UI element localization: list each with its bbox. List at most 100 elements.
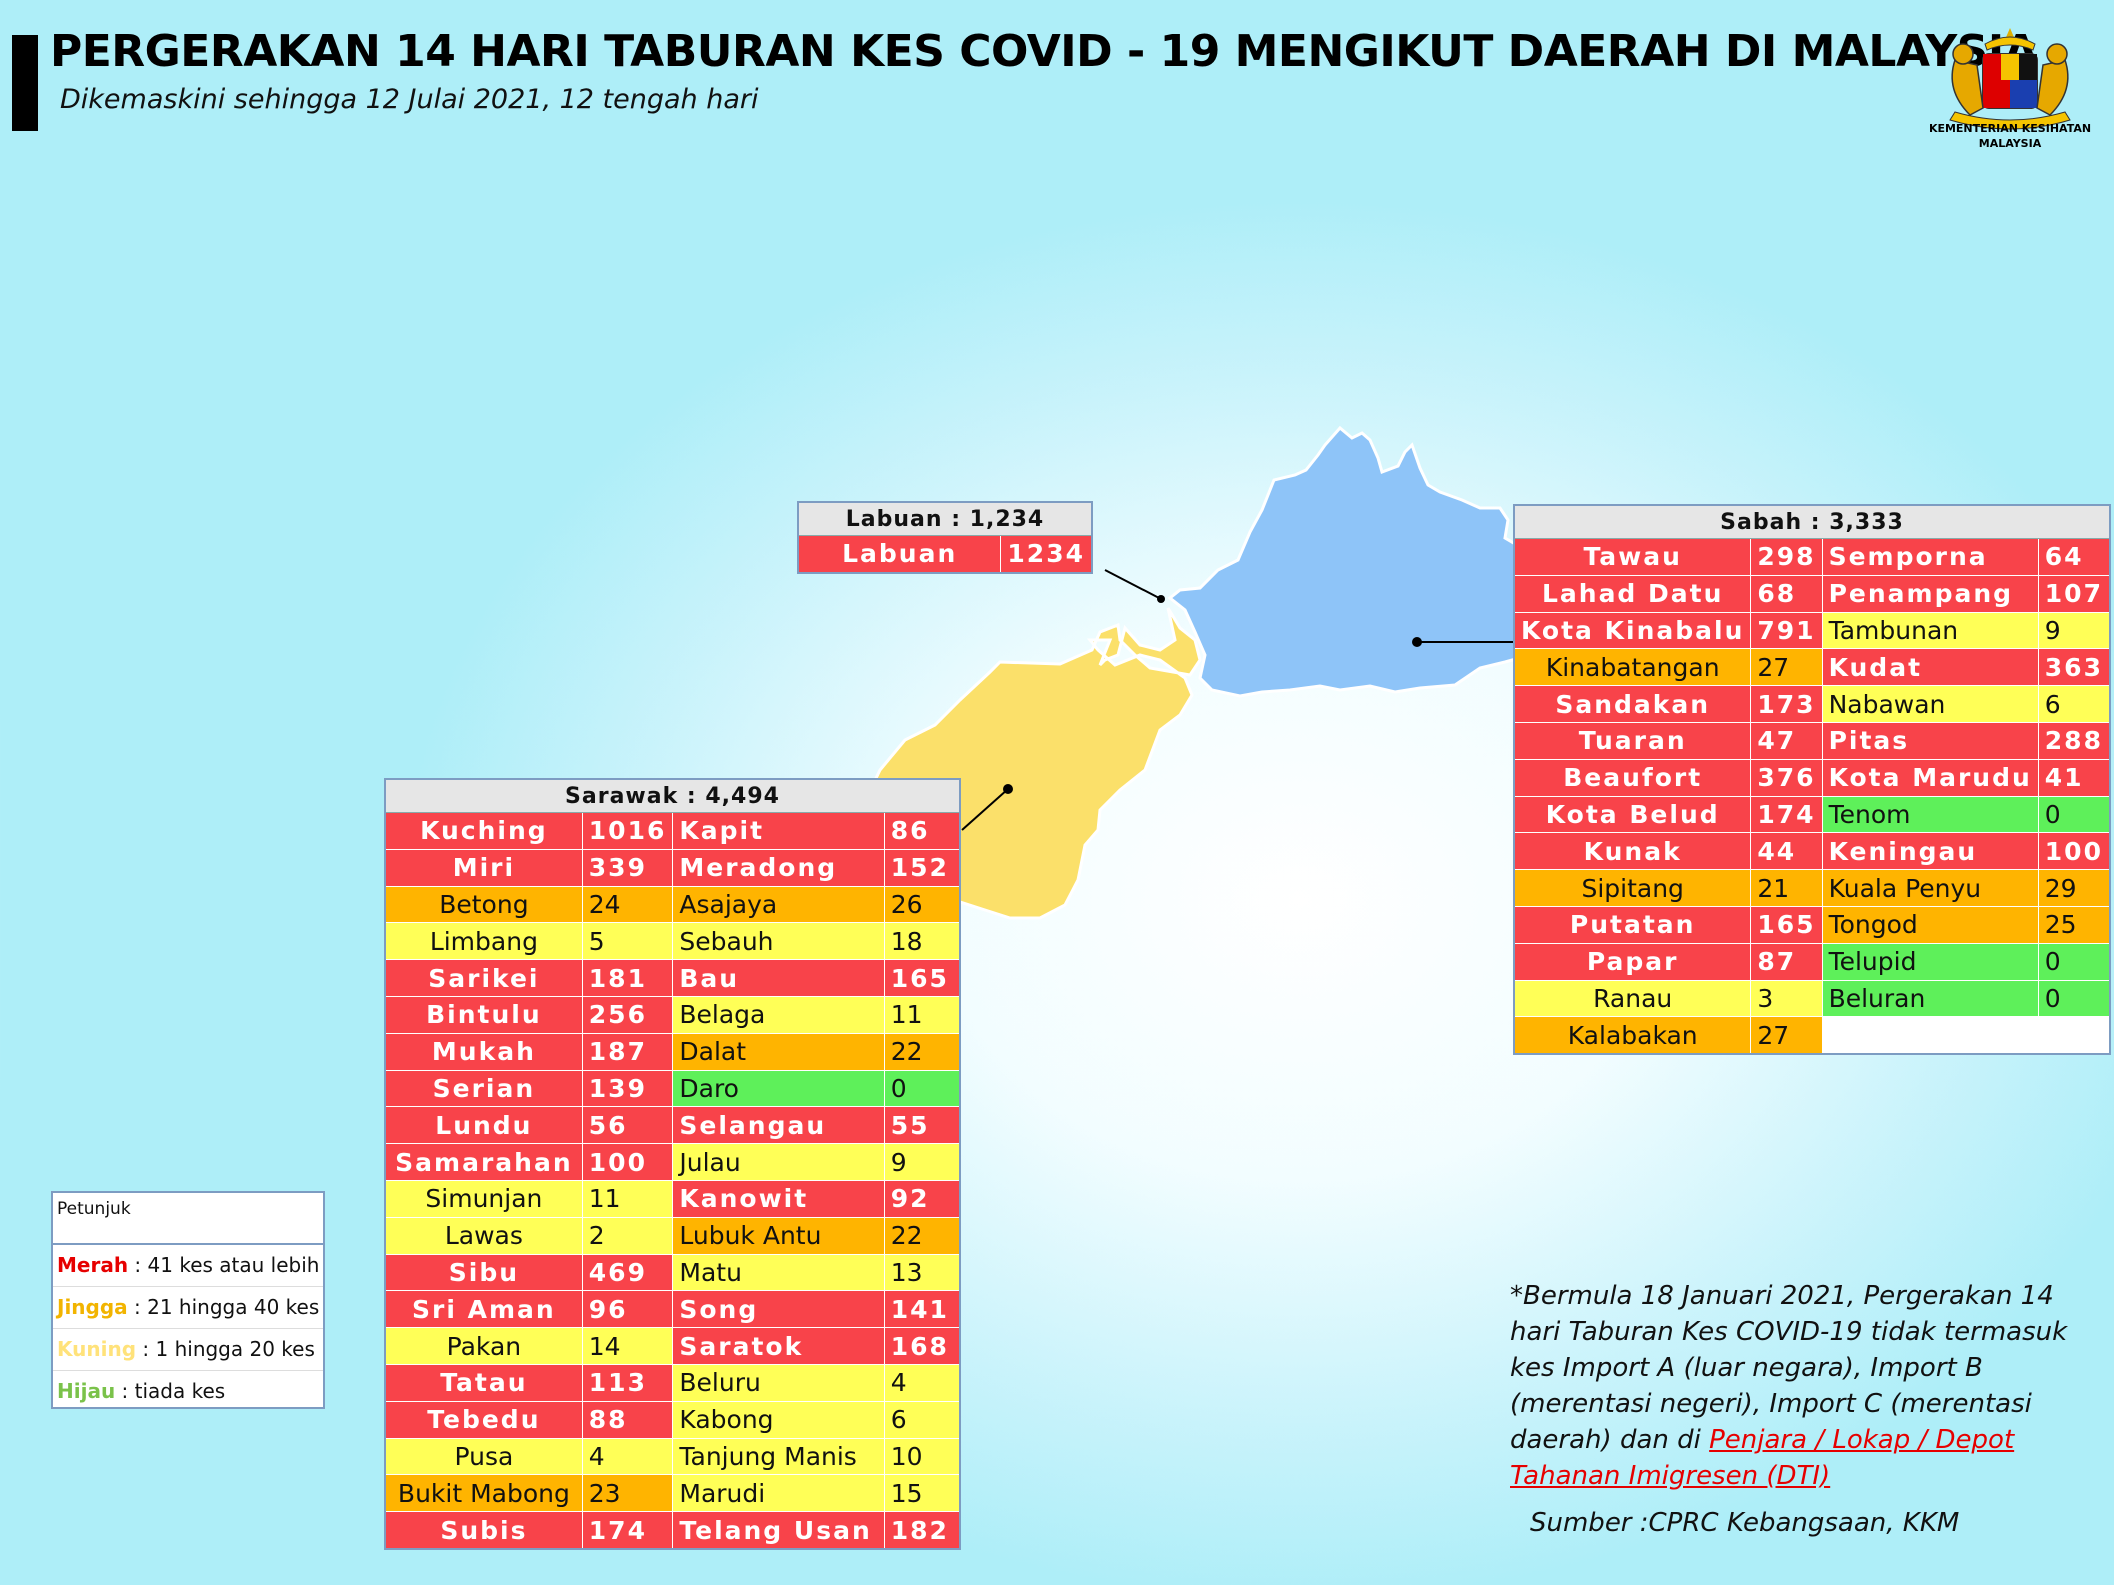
case-count: 0 (2037, 795, 2111, 834)
district-name: Kinabatangan (1513, 648, 1752, 687)
district-name: Papar (1513, 942, 1752, 981)
table-row: Kalabakan 27 (1513, 1016, 2111, 1055)
district-name: Sipitang (1513, 869, 1752, 907)
case-count: 168 (883, 1327, 961, 1365)
district-name: Betong (384, 885, 583, 924)
table-row: Kinabatangan 27 Kudat 363 (1513, 648, 2111, 687)
table-row: Sri Aman 96 Song 141 (384, 1290, 961, 1329)
district-name: Miri (384, 848, 583, 887)
district-name: Subis (384, 1511, 583, 1550)
table-row: Kuching 1016 Kapit 86 (384, 812, 961, 850)
case-count: 13 (883, 1253, 961, 1292)
district-name: Selangau (672, 1106, 885, 1145)
source-credit: Sumber :CPRC Kebangsaan, KKM (1530, 1508, 1960, 1538)
case-count: 363 (2037, 648, 2111, 687)
case-count: 24 (581, 885, 674, 924)
case-count: 0 (2037, 942, 2111, 981)
district-name: Kota Kinabalu (1513, 611, 1752, 650)
district-name: Kalabakan (1513, 1016, 1752, 1055)
district-name: Lubuk Antu (672, 1216, 885, 1255)
district-name: Kapit (672, 812, 885, 850)
case-count: 86 (883, 812, 961, 850)
district-name: Pitas (1821, 721, 2039, 760)
district-name: Song (672, 1290, 885, 1329)
table-row: Pakan 14 Saratok 168 (384, 1327, 961, 1365)
case-count: 165 (1750, 905, 1823, 944)
table-row: Simunjan 11 Kanowit 92 (384, 1179, 961, 1218)
case-count: 64 (2037, 538, 2111, 576)
district-name: Semporna (1821, 538, 2039, 576)
case-count: 376 (1750, 758, 1823, 797)
case-count: 3 (1750, 979, 1823, 1018)
district-name: Tatau (384, 1363, 583, 1402)
district-name: Kota Marudu (1821, 758, 2039, 797)
district-name: Penampang (1821, 574, 2039, 613)
legend-key: Merah (57, 1253, 129, 1277)
legend-desc: : 21 hingga 40 kes (127, 1295, 320, 1319)
legend-key: Jingga (57, 1295, 128, 1319)
case-count: 92 (883, 1179, 961, 1218)
case-count: 107 (2037, 574, 2111, 613)
table-row: Kunak 44 Keningau 100 (1513, 832, 2111, 871)
case-count: 23 (581, 1474, 674, 1513)
case-count: 25 (2037, 905, 2111, 944)
case-count: 174 (581, 1511, 674, 1550)
case-count: 21 (1750, 869, 1823, 907)
case-count: 0 (883, 1069, 961, 1108)
case-count (2037, 1016, 2111, 1055)
legend-key: Kuning (57, 1337, 137, 1361)
table-row: Putatan 165 Tongod 25 (1513, 905, 2111, 944)
district-name: Lawas (384, 1216, 583, 1255)
case-count: 27 (1750, 1016, 1823, 1055)
case-count: 791 (1750, 611, 1823, 650)
footnote-link[interactable]: Penjara / Lokap / Depot Tahanan Imigrese… (1510, 1425, 2015, 1491)
case-count: 100 (581, 1143, 674, 1181)
district-name: Pusa (384, 1437, 583, 1476)
legend-key: Hijau (57, 1379, 116, 1403)
case-count: 47 (1750, 721, 1823, 760)
district-name: Tongod (1821, 905, 2039, 944)
case-count: 56 (581, 1106, 674, 1145)
case-count: 10 (883, 1437, 961, 1476)
labuan-table-header: Labuan : 1,234 (797, 501, 1093, 536)
district-name: Beluran (1821, 979, 2039, 1018)
case-count: 15 (883, 1474, 961, 1513)
district-name: Belaga (672, 995, 885, 1034)
district-name: Matu (672, 1253, 885, 1292)
legend-desc: : 1 hingga 20 kes (136, 1337, 315, 1361)
district-name: Samarahan (384, 1143, 583, 1181)
case-count: 113 (581, 1363, 674, 1402)
case-count: 1016 (581, 812, 674, 850)
table-row: Beaufort 376 Kota Marudu 41 (1513, 758, 2111, 797)
district-name: Ranau (1513, 979, 1752, 1018)
page-subtitle: Dikemaskini sehingga 12 Julai 2021, 12 t… (60, 84, 759, 115)
district-name: Beluru (672, 1363, 885, 1402)
table-row: Miri 339 Meradong 152 (384, 848, 961, 887)
case-count: 2 (581, 1216, 674, 1255)
table-row: Lundu 56 Selangau 55 (384, 1106, 961, 1145)
table-row: Bukit Mabong 23 Marudi 15 (384, 1474, 961, 1513)
case-count: 165 (883, 959, 961, 997)
district-name: Tawau (1513, 538, 1752, 576)
case-count: 5 (581, 922, 674, 961)
sabah-region (1167, 425, 1574, 698)
district-name: Marudi (672, 1474, 885, 1513)
legend-desc: : tiada kes (115, 1379, 226, 1403)
district-name: Tuaran (1513, 721, 1752, 760)
district-name: Putatan (1513, 905, 1752, 944)
sarawak-table: Sarawak : 4,494 Kuching 1016 Kapit 86 Miri 33… (384, 778, 961, 1550)
legend-desc: : 41 kes atau lebih (128, 1253, 320, 1277)
table-row: Kota Belud 174 Tenom 0 (1513, 795, 2111, 834)
case-count: 9 (883, 1143, 961, 1181)
district-name: Limbang (384, 922, 583, 961)
table-row: Kota Kinabalu 791 Tambunan 9 (1513, 611, 2111, 650)
case-count: 26 (883, 885, 961, 924)
district-name: Sebauh (672, 922, 885, 961)
district-name: Tebedu (384, 1400, 583, 1439)
case-count: 11 (581, 1179, 674, 1218)
table-row: Tuaran 47 Pitas 288 (1513, 721, 2111, 760)
logo-caption-line2: MALAYSIA (1978, 137, 2042, 150)
table-row: Serian 139 Daro 0 (384, 1069, 961, 1108)
case-count: 181 (581, 959, 674, 997)
table-row: Betong 24 Asajaya 26 (384, 885, 961, 924)
